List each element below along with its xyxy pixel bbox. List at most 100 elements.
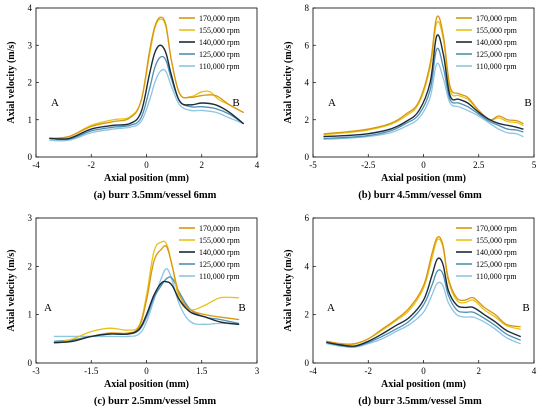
series-line xyxy=(53,280,240,344)
legend-label: 110,000 rpm xyxy=(476,62,517,71)
series-line xyxy=(323,47,524,140)
series-line xyxy=(53,240,240,344)
x-tick-label: 5 xyxy=(532,160,537,170)
y-tick-label: 8 xyxy=(305,3,310,13)
series-line xyxy=(326,269,521,348)
x-axis-label: Axial position (mm) xyxy=(104,379,189,390)
x-tick-label: -5 xyxy=(309,160,317,170)
x-tick-label: -4 xyxy=(32,160,40,170)
y-tick-label: 4 xyxy=(305,78,310,88)
series-line xyxy=(326,281,521,349)
legend: 170,000 rpm 155,000 rpm 140,000 rpm 125,000… xyxy=(179,14,241,71)
legend-label: 155,000 rpm xyxy=(476,236,518,245)
series-line xyxy=(323,34,524,138)
legend-label: 155,000 rpm xyxy=(476,26,518,35)
legend-label: 170,000 rpm xyxy=(199,14,241,23)
x-tick-label: 0 xyxy=(144,160,149,170)
legend-label: 140,000 rpm xyxy=(199,248,241,257)
x-tick-label: -2 xyxy=(88,160,96,170)
legend-label: 170,000 rpm xyxy=(476,224,518,233)
y-tick-label: 3 xyxy=(28,213,33,223)
panel-caption: (b) burr 4.5mm/vessel 6mm xyxy=(358,190,482,201)
chart-panel: -4 -2 0 2 4 0 2 4 6 Axial position (mm) Axial velo… xyxy=(283,213,537,407)
series-line xyxy=(53,276,240,342)
x-tick-label: 2 xyxy=(200,160,205,170)
legend: 170,000 rpm 155,000 rpm 140,000 rpm 125,000… xyxy=(179,224,241,281)
series-line xyxy=(323,15,524,135)
x-axis-label: Axial position (mm) xyxy=(381,379,466,390)
annotation-b: B xyxy=(522,302,529,314)
x-tick-label: -3 xyxy=(32,366,40,376)
x-tick-label: 2 xyxy=(477,366,482,376)
x-tick-label: 0 xyxy=(421,366,426,376)
series-line xyxy=(326,257,521,347)
x-tick-label: 4 xyxy=(255,160,260,170)
series-line xyxy=(323,62,524,140)
chart-panel: -3 -1.5 0 1.5 3 0 1 2 3 Axial position (mm) Axial … xyxy=(6,213,260,407)
y-tick-label: 2 xyxy=(305,115,310,125)
series-line xyxy=(49,55,244,141)
chart-panel: -4 -2 0 2 4 0 1 2 3 4 Axial position (mm) Axial vel… xyxy=(6,3,260,201)
x-tick-label: 3 xyxy=(255,366,260,376)
y-tick-label: 6 xyxy=(305,40,310,50)
legend: 170,000 rpm 155,000 rpm 140,000 rpm 125,000… xyxy=(456,14,518,71)
annotation-b: B xyxy=(238,302,245,314)
y-axis-label: Axial velocity (m/s) xyxy=(283,249,294,331)
y-tick-label: 2 xyxy=(28,78,33,88)
annotation-a: A xyxy=(51,97,59,109)
y-tick-label: 2 xyxy=(305,310,310,320)
series-line xyxy=(49,44,244,140)
y-tick-label: 4 xyxy=(28,3,33,13)
legend-label: 155,000 rpm xyxy=(199,26,241,35)
legend-label: 110,000 rpm xyxy=(476,272,517,281)
legend-label: 125,000 rpm xyxy=(199,260,241,269)
y-tick-label: 1 xyxy=(28,310,33,320)
x-tick-label: 4 xyxy=(532,366,537,376)
x-tick-label: -1.5 xyxy=(84,366,99,376)
x-tick-label: 2.5 xyxy=(473,160,485,170)
y-axis-label: Axial velocity (m/s) xyxy=(6,249,17,331)
legend-label: 170,000 rpm xyxy=(199,224,241,233)
y-tick-label: 6 xyxy=(305,213,310,223)
panel-caption: (c) burr 2.5mm/vessel 5mm xyxy=(94,396,217,407)
legend-label: 125,000 rpm xyxy=(199,50,241,59)
legend: 170,000 rpm 155,000 rpm 140,000 rpm 125,000… xyxy=(456,224,518,281)
y-tick-label: 0 xyxy=(28,152,33,162)
y-tick-label: 4 xyxy=(305,261,310,271)
series-line xyxy=(49,16,244,140)
series-line xyxy=(49,68,244,142)
series-line xyxy=(326,236,521,345)
y-tick-label: 0 xyxy=(305,152,310,162)
y-axis-label: Axial velocity (m/s) xyxy=(283,41,294,123)
legend-label: 170,000 rpm xyxy=(476,14,518,23)
y-tick-label: 2 xyxy=(28,261,33,271)
annotation-a: A xyxy=(44,302,52,314)
y-axis-label: Axial velocity (m/s) xyxy=(6,41,17,123)
x-tick-label: 0 xyxy=(421,160,426,170)
y-tick-label: 0 xyxy=(305,358,310,368)
y-tick-label: 0 xyxy=(28,358,33,368)
legend-label: 140,000 rpm xyxy=(476,38,518,47)
panel-caption: (a) burr 3.5mm/vessel 6mm xyxy=(94,190,217,201)
annotation-b: B xyxy=(524,97,531,109)
legend-label: 125,000 rpm xyxy=(476,260,518,269)
x-tick-label: 0 xyxy=(144,366,149,376)
x-tick-label: 1.5 xyxy=(196,366,208,376)
y-tick-label: 3 xyxy=(28,40,33,50)
x-tick-label: -2.5 xyxy=(361,160,376,170)
annotation-a: A xyxy=(328,97,336,109)
legend-label: 110,000 rpm xyxy=(199,272,240,281)
legend-label: 125,000 rpm xyxy=(476,50,518,59)
x-axis-label: Axial position (mm) xyxy=(104,173,189,184)
annotation-a: A xyxy=(327,302,335,314)
legend-label: 155,000 rpm xyxy=(199,236,241,245)
x-tick-label: -4 xyxy=(309,366,317,376)
legend-label: 140,000 rpm xyxy=(476,248,518,257)
legend-label: 110,000 rpm xyxy=(199,62,240,71)
legend-label: 140,000 rpm xyxy=(199,38,241,47)
panel-caption: (d) burr 3.5mm/vessel 5mm xyxy=(358,396,482,407)
chart-panel: -5 -2.5 0 2.5 5 0 2 4 6 8 Axial position (mm) Axial… xyxy=(283,3,537,201)
x-axis-label: Axial position (mm) xyxy=(381,173,466,184)
series-line xyxy=(49,18,244,140)
